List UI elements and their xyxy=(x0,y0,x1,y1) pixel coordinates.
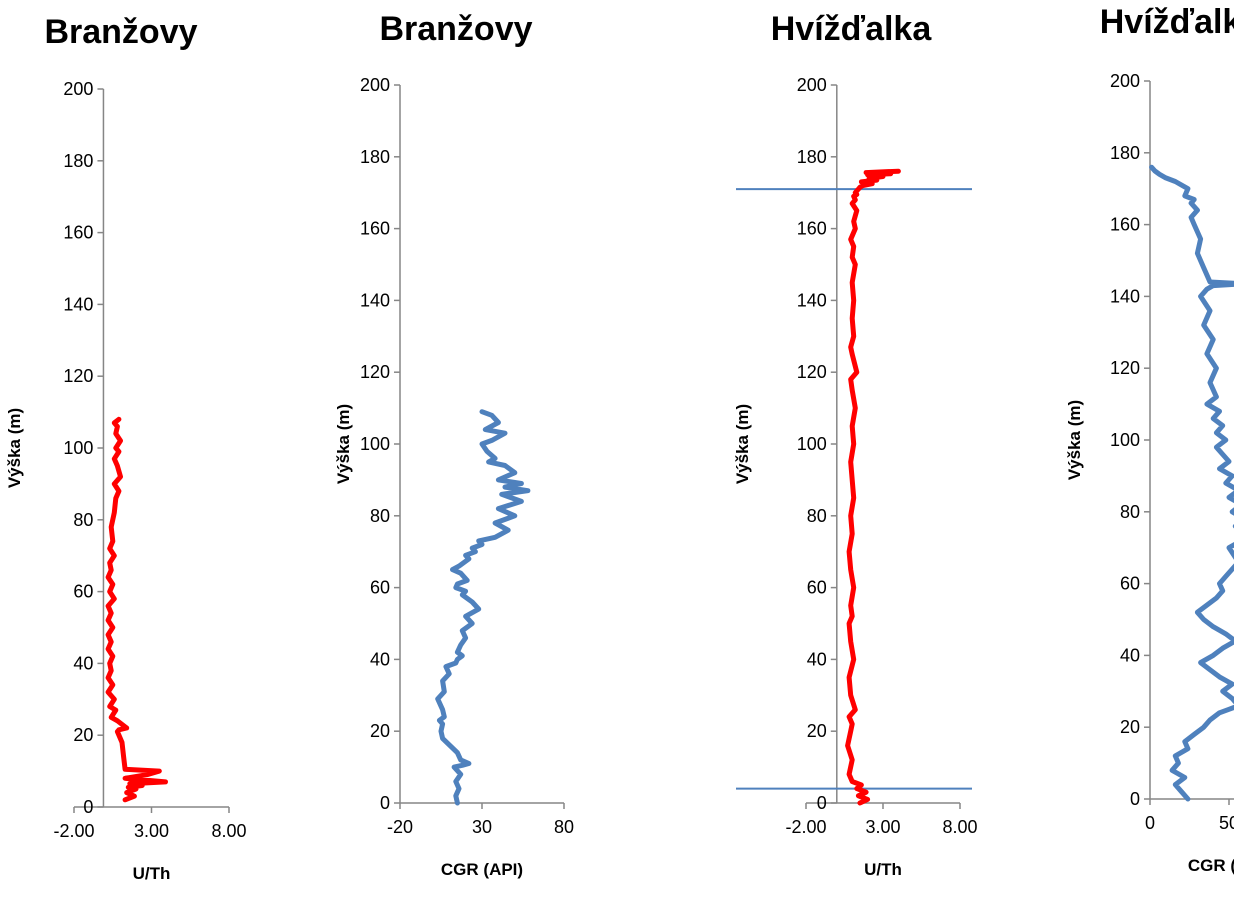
chart-panel-1: Branžovy 0 20 40 60 80 100 120 140 160 180 200 -2.00… xyxy=(5,13,247,883)
x-tick-label: -2.00 xyxy=(53,821,94,841)
chart-title: Branžovy xyxy=(44,13,197,51)
x-axis-label: U/Th xyxy=(864,860,902,879)
y-tick-label: 80 xyxy=(73,510,93,530)
y-tick-label: 20 xyxy=(370,721,390,741)
series-line xyxy=(105,416,168,803)
y-tick-label: 140 xyxy=(63,294,93,314)
y-axis-label: Výška (m) xyxy=(5,408,24,488)
y-tick-label: 40 xyxy=(73,653,93,673)
y-tick-label: 0 xyxy=(817,793,827,813)
y-tick-label: 40 xyxy=(1120,645,1140,665)
chart-title: Branžovy xyxy=(379,10,532,48)
x-tick-label: 30 xyxy=(472,817,492,837)
chart-panel-3: Hvížďalka 0 20 40 60 80 100 120 140 160 180 200 -2.0… xyxy=(733,10,978,879)
y-tick-label: 100 xyxy=(360,434,390,454)
series-line xyxy=(1149,164,1234,802)
y-tick-label: 20 xyxy=(73,725,93,745)
y-tick-label: 0 xyxy=(380,793,390,813)
y-tick-label: 200 xyxy=(63,79,93,99)
y-tick-label: 60 xyxy=(807,578,827,598)
y-tick-label: 180 xyxy=(797,147,827,167)
y-tick-label: 60 xyxy=(370,578,390,598)
y-tick-label: 40 xyxy=(807,649,827,669)
y-tick-label: 60 xyxy=(73,582,93,602)
chart-panel-2: Branžovy 0 20 40 60 80 100 120 140 160 180 200 -20 30… xyxy=(334,10,574,879)
chart-title: Hvížďalka xyxy=(1100,3,1234,41)
y-tick-label: 100 xyxy=(63,438,93,458)
x-axis-label: U/Th xyxy=(133,864,171,883)
y-tick-label: 80 xyxy=(1120,502,1140,522)
x-tick-label: -20 xyxy=(387,817,413,837)
y-tick-label: 120 xyxy=(1110,358,1140,378)
y-tick-label: 120 xyxy=(63,366,93,386)
y-tick-label: 160 xyxy=(797,219,827,239)
y-tick-label: 20 xyxy=(1120,717,1140,737)
series-line xyxy=(845,168,901,806)
chart-title: Hvížďalka xyxy=(771,10,933,48)
x-tick-label: 80 xyxy=(554,817,574,837)
y-axis-label: Výška (m) xyxy=(1065,400,1084,480)
x-tick-label: 50 xyxy=(1219,813,1234,833)
y-tick-label: 140 xyxy=(1110,286,1140,306)
y-tick-label: 180 xyxy=(360,147,390,167)
y-tick-label: 180 xyxy=(1110,143,1140,163)
y-tick-label: 200 xyxy=(1110,71,1140,91)
y-tick-label: 120 xyxy=(360,362,390,382)
y-tick-label: 20 xyxy=(807,721,827,741)
y-tick-label: 200 xyxy=(797,75,827,95)
y-tick-label: 160 xyxy=(360,219,390,239)
x-tick-label: 3.00 xyxy=(134,821,169,841)
y-tick-label: 200 xyxy=(360,75,390,95)
chart-panel-4: Hvížďalka0204060801001201401601802000501… xyxy=(1065,3,1234,875)
x-tick-label: 3.00 xyxy=(865,817,900,837)
y-tick-label: 60 xyxy=(1120,574,1140,594)
y-tick-label: 0 xyxy=(1130,789,1140,809)
x-tick-label: 8.00 xyxy=(942,817,977,837)
y-tick-label: 40 xyxy=(370,649,390,669)
y-tick-label: 160 xyxy=(63,223,93,243)
x-tick-label: 0 xyxy=(1145,813,1155,833)
y-tick-label: 180 xyxy=(63,151,93,171)
x-tick-label: -2.00 xyxy=(785,817,826,837)
x-axis-label: CGR (API) xyxy=(441,860,523,879)
x-tick-label: 8.00 xyxy=(211,821,246,841)
y-tick-label: 80 xyxy=(807,506,827,526)
y-axis-label: Výška (m) xyxy=(733,404,752,484)
y-tick-label: 80 xyxy=(370,506,390,526)
y-tick-label: 140 xyxy=(797,290,827,310)
y-tick-label: 140 xyxy=(360,290,390,310)
y-tick-label: 120 xyxy=(797,362,827,382)
y-tick-label: 160 xyxy=(1110,215,1140,235)
y-axis-label: Výška (m) xyxy=(334,404,353,484)
x-axis-label: CGR (API) xyxy=(1188,856,1234,875)
series-line xyxy=(435,409,531,806)
y-tick-label: 0 xyxy=(83,797,93,817)
y-tick-label: 100 xyxy=(797,434,827,454)
y-tick-label: 100 xyxy=(1110,430,1140,450)
